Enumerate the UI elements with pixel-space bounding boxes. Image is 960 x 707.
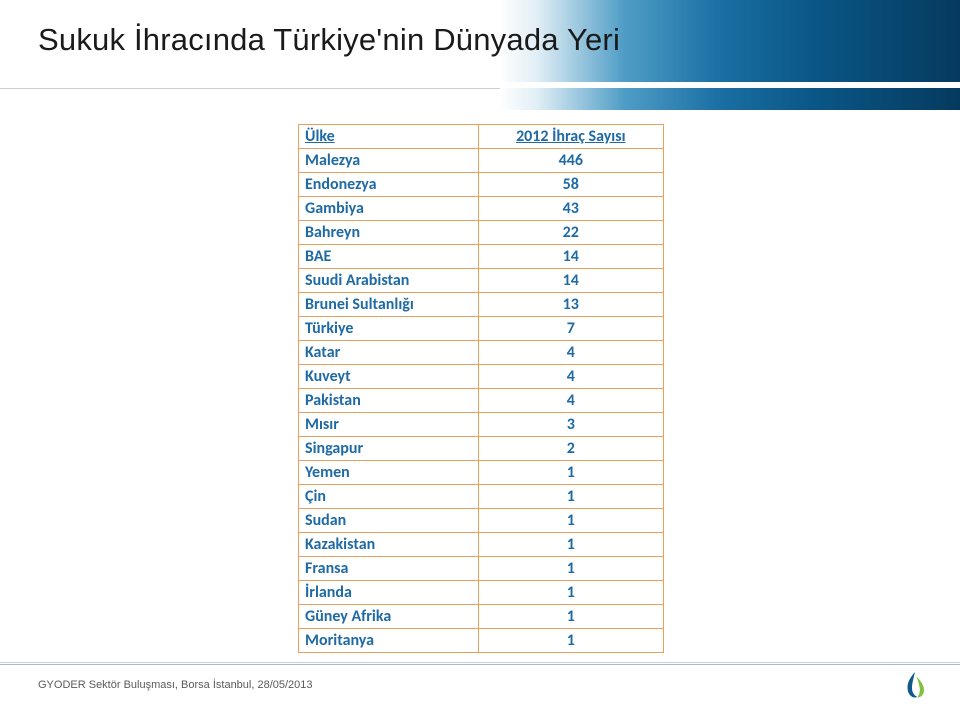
- table-row: Katar4: [299, 341, 664, 365]
- cell-value: 1: [478, 533, 663, 557]
- cell-country: Kuveyt: [299, 365, 479, 389]
- cell-country: Sudan: [299, 509, 479, 533]
- cell-value: 14: [478, 245, 663, 269]
- cell-country: Fransa: [299, 557, 479, 581]
- table-row: Güney Afrika1: [299, 605, 664, 629]
- cell-country: Mısır: [299, 413, 479, 437]
- cell-country: Endonezya: [299, 173, 479, 197]
- header-band: Sukuk İhracında Türkiye'nin Dünyada Yeri: [0, 0, 960, 110]
- table-row: Suudi Arabistan14: [299, 269, 664, 293]
- cell-value: 1: [478, 485, 663, 509]
- table-row: Gambiya43: [299, 197, 664, 221]
- cell-country: Yemen: [299, 461, 479, 485]
- cell-country: BAE: [299, 245, 479, 269]
- cell-country: Singapur: [299, 437, 479, 461]
- cell-country: Kazakistan: [299, 533, 479, 557]
- cell-country: Çin: [299, 485, 479, 509]
- cell-value: 1: [478, 461, 663, 485]
- cell-value: 2: [478, 437, 663, 461]
- page-title: Sukuk İhracında Türkiye'nin Dünyada Yeri: [38, 22, 620, 58]
- footer: GYODER Sektör Buluşması, Borsa İstanbul,…: [0, 659, 960, 707]
- table-row: Mısır3: [299, 413, 664, 437]
- cell-value: 4: [478, 389, 663, 413]
- cell-value: 4: [478, 365, 663, 389]
- content-area: Ülke 2012 İhraç Sayısı Malezya446Endonez…: [0, 110, 960, 659]
- cell-value: 3: [478, 413, 663, 437]
- footer-divider-2: [0, 664, 960, 665]
- table-header-row: Ülke 2012 İhraç Sayısı: [299, 125, 664, 149]
- cell-value: 58: [478, 173, 663, 197]
- table-row: İrlanda1: [299, 581, 664, 605]
- cell-value: 1: [478, 557, 663, 581]
- table-row: Kuveyt4: [299, 365, 664, 389]
- cell-value: 22: [478, 221, 663, 245]
- footer-divider-1: [0, 662, 960, 663]
- table-row: Kazakistan1: [299, 533, 664, 557]
- brand-logo-icon: [900, 669, 930, 699]
- cell-country: Moritanya: [299, 629, 479, 653]
- cell-country: Katar: [299, 341, 479, 365]
- table-row: Pakistan4: [299, 389, 664, 413]
- table-row: Yemen1: [299, 461, 664, 485]
- cell-value: 1: [478, 605, 663, 629]
- cell-value: 1: [478, 629, 663, 653]
- cell-value: 4: [478, 341, 663, 365]
- cell-value: 1: [478, 509, 663, 533]
- col-header-country: Ülke: [299, 125, 479, 149]
- cell-country: Güney Afrika: [299, 605, 479, 629]
- cell-country: Suudi Arabistan: [299, 269, 479, 293]
- cell-value: 43: [478, 197, 663, 221]
- table-row: Moritanya1: [299, 629, 664, 653]
- cell-country: Türkiye: [299, 317, 479, 341]
- table-row: Bahreyn22: [299, 221, 664, 245]
- cell-value: 14: [478, 269, 663, 293]
- cell-country: Brunei Sultanlığı: [299, 293, 479, 317]
- cell-value: 446: [478, 149, 663, 173]
- cell-value: 13: [478, 293, 663, 317]
- cell-country: Malezya: [299, 149, 479, 173]
- cell-value: 1: [478, 581, 663, 605]
- col-header-value: 2012 İhraç Sayısı: [478, 125, 663, 149]
- cell-country: Gambiya: [299, 197, 479, 221]
- cell-country: İrlanda: [299, 581, 479, 605]
- cell-value: 7: [478, 317, 663, 341]
- table-body: Malezya446Endonezya58Gambiya43Bahreyn22B…: [299, 149, 664, 653]
- table-row: Singapur2: [299, 437, 664, 461]
- table-row: Türkiye7: [299, 317, 664, 341]
- sukuk-table: Ülke 2012 İhraç Sayısı Malezya446Endonez…: [298, 124, 664, 653]
- table-row: Endonezya58: [299, 173, 664, 197]
- table-row: Fransa1: [299, 557, 664, 581]
- table-row: Çin1: [299, 485, 664, 509]
- cell-country: Bahreyn: [299, 221, 479, 245]
- footer-text: GYODER Sektör Buluşması, Borsa İstanbul,…: [38, 679, 313, 691]
- table-row: Malezya446: [299, 149, 664, 173]
- table-row: Sudan1: [299, 509, 664, 533]
- title-hairline: [0, 88, 500, 89]
- table-row: BAE14: [299, 245, 664, 269]
- table-row: Brunei Sultanlığı13: [299, 293, 664, 317]
- cell-country: Pakistan: [299, 389, 479, 413]
